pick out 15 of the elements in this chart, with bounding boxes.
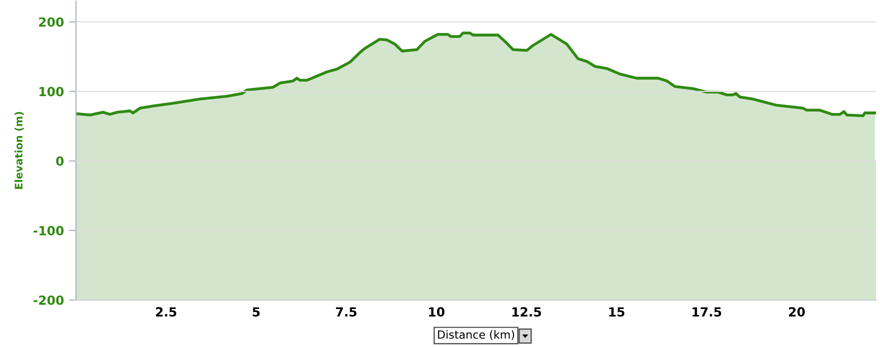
x-tick-label: 2.5 bbox=[156, 307, 176, 317]
x-tick-label: 12.5 bbox=[512, 307, 541, 317]
x-tick-label: 7.5 bbox=[336, 307, 356, 317]
x-tick-label: 17.5 bbox=[692, 307, 722, 317]
y-axis-title: Elevation (m) bbox=[14, 112, 24, 189]
y-tick-label: 200 bbox=[39, 17, 64, 27]
y-tick-label: -100 bbox=[34, 226, 64, 236]
x-axis-title: Distance (km) bbox=[438, 330, 514, 340]
y-tick-label: -200 bbox=[34, 295, 64, 305]
x-tick-label: 15 bbox=[609, 307, 624, 317]
y-tick-label: 100 bbox=[40, 86, 64, 96]
x-tick-label: 10 bbox=[429, 307, 444, 317]
y-tick-label: 0 bbox=[56, 156, 64, 166]
x-tick-label: 5 bbox=[252, 307, 260, 317]
x-tick-label: 20 bbox=[789, 307, 805, 317]
